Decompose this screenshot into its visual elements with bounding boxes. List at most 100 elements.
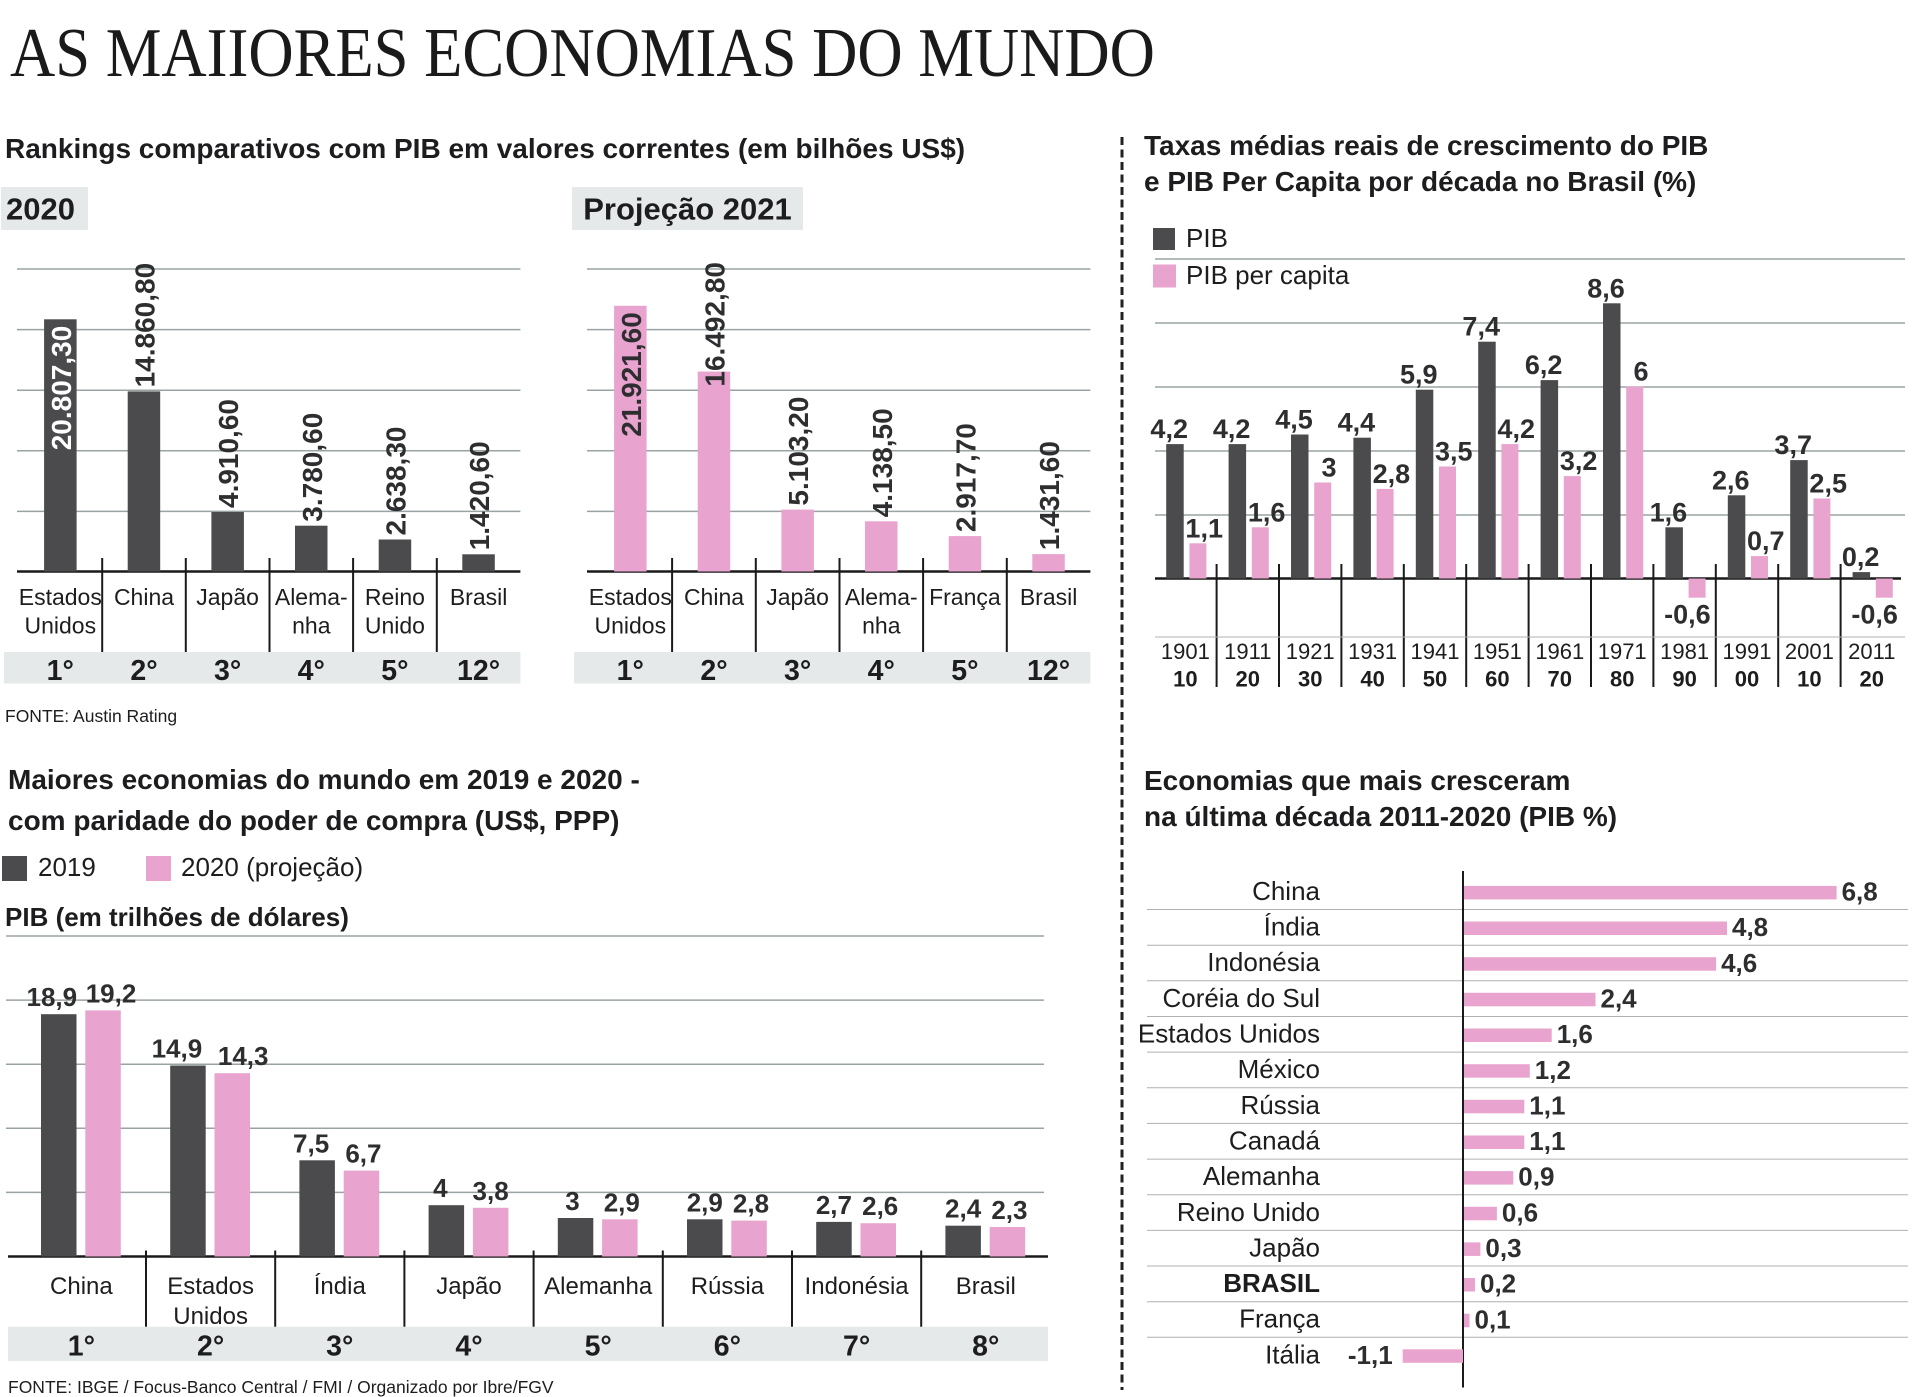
- svg-text:3,7: 3,7: [1774, 430, 1812, 460]
- svg-text:Estados: Estados: [19, 584, 102, 610]
- svg-text:0,2: 0,2: [1480, 1269, 1516, 1299]
- svg-text:1,1: 1,1: [1529, 1090, 1565, 1120]
- svg-text:3: 3: [1321, 453, 1336, 483]
- svg-text:Itália: Itália: [1265, 1339, 1320, 1369]
- svg-text:China: China: [114, 584, 174, 610]
- svg-text:7°: 7°: [843, 1331, 870, 1363]
- svg-text:AS MAIIORES ECONOMIAS DO MUNDO: AS MAIIORES ECONOMIAS DO MUNDO: [10, 15, 1155, 92]
- svg-text:França: França: [1239, 1304, 1320, 1334]
- svg-text:nha: nha: [292, 613, 331, 639]
- svg-text:1,2: 1,2: [1535, 1055, 1571, 1085]
- svg-text:3°: 3°: [214, 655, 241, 687]
- svg-text:30: 30: [1298, 667, 1322, 692]
- svg-text:1951: 1951: [1473, 639, 1522, 664]
- svg-text:2001: 2001: [1785, 639, 1834, 664]
- svg-text:80: 80: [1610, 667, 1634, 692]
- svg-text:70: 70: [1548, 667, 1572, 692]
- svg-text:2,9: 2,9: [687, 1187, 723, 1217]
- svg-text:4.910,60: 4.910,60: [213, 399, 244, 508]
- svg-text:14.860,80: 14.860,80: [130, 263, 161, 388]
- svg-text:nha: nha: [862, 613, 901, 639]
- svg-text:1981: 1981: [1660, 639, 1709, 664]
- svg-text:Unidos: Unidos: [173, 1303, 248, 1330]
- svg-text:3,5: 3,5: [1435, 437, 1473, 467]
- svg-text:1941: 1941: [1411, 639, 1460, 664]
- svg-text:3,8: 3,8: [473, 1176, 509, 1206]
- svg-text:8°: 8°: [972, 1331, 999, 1363]
- svg-text:Índia: Índia: [1264, 912, 1321, 942]
- svg-text:Índia: Índia: [314, 1273, 367, 1300]
- svg-text:-0,6: -0,6: [1664, 600, 1711, 630]
- svg-text:1901: 1901: [1161, 639, 1210, 664]
- svg-text:5.103,20: 5.103,20: [783, 397, 814, 506]
- svg-text:2°: 2°: [197, 1331, 224, 1363]
- svg-text:Alemanha: Alemanha: [1203, 1161, 1321, 1191]
- svg-text:Rankings comparativos com PIB: Rankings comparativos com PIB em valores…: [5, 133, 965, 164]
- svg-text:Projeção 2021: Projeção 2021: [583, 192, 792, 227]
- svg-text:Reino Unido: Reino Unido: [1177, 1197, 1320, 1227]
- svg-text:2,8: 2,8: [733, 1189, 769, 1219]
- svg-text:5,9: 5,9: [1400, 360, 1438, 390]
- svg-text:Indonésia: Indonésia: [1207, 947, 1320, 977]
- svg-text:Alemanha: Alemanha: [544, 1273, 653, 1300]
- svg-text:7,5: 7,5: [293, 1128, 329, 1158]
- svg-text:2020: 2020: [6, 192, 75, 227]
- svg-text:0,7: 0,7: [1747, 526, 1785, 556]
- svg-text:4°: 4°: [868, 655, 895, 687]
- svg-text:3.780,60: 3.780,60: [297, 413, 328, 522]
- svg-text:Unido: Unido: [365, 613, 425, 639]
- svg-text:PIB: PIB: [1186, 223, 1228, 253]
- svg-text:com paridade do poder de compr: com paridade do poder de compra (US$, PP…: [8, 805, 619, 836]
- svg-text:4,2: 4,2: [1213, 414, 1251, 444]
- svg-text:1,1: 1,1: [1529, 1126, 1565, 1156]
- svg-text:Japão: Japão: [1249, 1232, 1320, 1262]
- svg-text:e PIB Per Capita por década no: e PIB Per Capita por década no Brasil (%…: [1144, 166, 1696, 197]
- svg-text:1.431,60: 1.431,60: [1034, 441, 1065, 550]
- svg-text:5°: 5°: [585, 1331, 612, 1363]
- svg-text:4.138,50: 4.138,50: [867, 408, 898, 517]
- svg-text:0,3: 0,3: [1485, 1233, 1521, 1263]
- svg-text:2.638,30: 2.638,30: [380, 426, 411, 535]
- svg-text:16.492,80: 16.492,80: [700, 262, 731, 387]
- svg-text:8,6: 8,6: [1587, 273, 1625, 303]
- svg-text:China: China: [1252, 876, 1320, 906]
- svg-text:Canadá: Canadá: [1229, 1126, 1321, 1156]
- svg-text:PIB per capita: PIB per capita: [1186, 260, 1350, 290]
- svg-text:1°: 1°: [47, 655, 74, 687]
- svg-text:Japão: Japão: [766, 584, 829, 610]
- svg-text:20: 20: [1860, 667, 1884, 692]
- svg-text:Indonésia: Indonésia: [805, 1273, 910, 1300]
- svg-text:3,2: 3,2: [1560, 446, 1598, 476]
- svg-text:2020 (projeção): 2020 (projeção): [181, 852, 363, 882]
- svg-text:Estados: Estados: [589, 584, 672, 610]
- svg-text:4,4: 4,4: [1338, 408, 1376, 438]
- svg-text:2°: 2°: [130, 655, 157, 687]
- svg-text:FONTE: Austin Rating: FONTE: Austin Rating: [5, 706, 177, 726]
- svg-text:0,9: 0,9: [1518, 1162, 1554, 1192]
- svg-text:Alema-: Alema-: [845, 584, 918, 610]
- svg-text:4: 4: [433, 1173, 448, 1203]
- svg-text:2011: 2011: [1848, 639, 1895, 664]
- svg-text:BRASIL: BRASIL: [1223, 1268, 1320, 1298]
- svg-text:4,2: 4,2: [1497, 414, 1535, 444]
- svg-text:2,4: 2,4: [1601, 983, 1638, 1013]
- svg-text:21.921,60: 21.921,60: [616, 312, 647, 437]
- svg-text:1971: 1971: [1598, 639, 1647, 664]
- svg-text:1,6: 1,6: [1650, 497, 1688, 527]
- svg-text:Brasil: Brasil: [956, 1273, 1016, 1300]
- svg-text:6,2: 6,2: [1525, 350, 1563, 380]
- svg-text:Japão: Japão: [436, 1273, 501, 1300]
- svg-text:14,9: 14,9: [152, 1034, 203, 1064]
- svg-text:4,5: 4,5: [1275, 405, 1313, 435]
- svg-text:3°: 3°: [326, 1331, 353, 1363]
- svg-text:FONTE: IBGE / Focus-Banco Cent: FONTE: IBGE / Focus-Banco Central / FMI …: [8, 1377, 554, 1397]
- svg-text:0,6: 0,6: [1502, 1197, 1538, 1227]
- svg-text:2,9: 2,9: [604, 1187, 640, 1217]
- svg-text:14,3: 14,3: [218, 1041, 269, 1071]
- svg-text:Rússia: Rússia: [1241, 1090, 1321, 1120]
- svg-text:2019: 2019: [38, 852, 96, 882]
- svg-text:Brasil: Brasil: [1020, 584, 1078, 610]
- svg-text:2.917,70: 2.917,70: [950, 423, 981, 532]
- svg-text:Brasil: Brasil: [450, 584, 508, 610]
- svg-text:PIB (em trilhões de dólares): PIB (em trilhões de dólares): [5, 902, 349, 932]
